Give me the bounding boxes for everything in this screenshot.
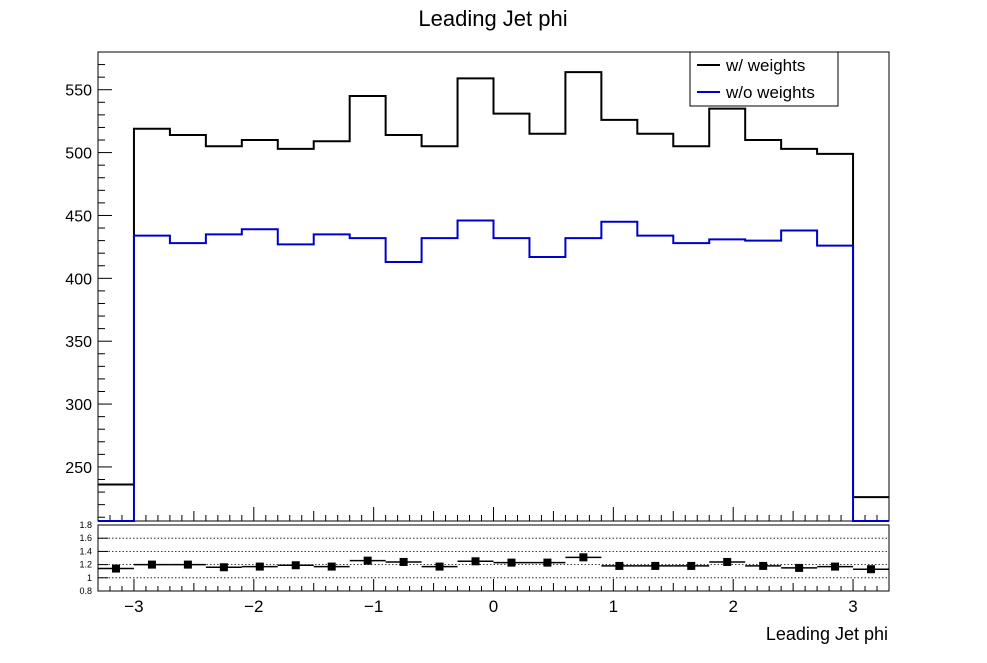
ratio-point bbox=[313, 562, 350, 571]
ratio-y-tick-label: 1.8 bbox=[79, 520, 92, 530]
ratio-marker bbox=[183, 560, 192, 569]
x-axis-label: Leading Jet phi bbox=[766, 624, 888, 644]
ratio-marker bbox=[435, 562, 444, 571]
ratio-marker bbox=[327, 562, 336, 571]
ratio-marker bbox=[111, 564, 120, 573]
x-tick-label: 1 bbox=[609, 597, 618, 616]
ratio-point bbox=[349, 556, 386, 565]
ratio-point bbox=[98, 564, 134, 573]
ratio-marker bbox=[363, 556, 372, 565]
ratio-marker bbox=[543, 558, 552, 567]
y-tick-label: 300 bbox=[65, 397, 92, 414]
ratio-y-tick-label: 1.6 bbox=[79, 533, 92, 543]
y-tick-label: 350 bbox=[65, 334, 92, 351]
ratio-marker bbox=[399, 557, 408, 566]
ratio-marker bbox=[795, 563, 804, 572]
ratio-marker bbox=[723, 557, 732, 566]
legend-label-weighted: w/ weights bbox=[725, 56, 805, 75]
ratio-x-axis: −3 −2 −1 0 1 2 3 bbox=[109, 579, 878, 616]
main-x-ticks bbox=[109, 507, 878, 521]
ratio-point bbox=[817, 562, 854, 571]
ratio-marker bbox=[867, 565, 876, 574]
ratio-point bbox=[601, 561, 638, 570]
ratio-y-axis: 0.8 1 1.2 1.4 1.6 1.8 bbox=[79, 520, 108, 596]
x-tick-label: 0 bbox=[489, 597, 498, 616]
legend-label-unweighted: w/o weights bbox=[725, 83, 815, 102]
legend: w/ weights w/o weights bbox=[689, 51, 839, 107]
y-tick-label: 400 bbox=[65, 271, 92, 288]
ratio-point bbox=[493, 558, 530, 567]
ratio-panel: 0.8 1 1.2 1.4 1.6 1.8 −3 −2 −1 0 1 2 3 bbox=[79, 520, 890, 616]
y-tick-label: 250 bbox=[65, 460, 92, 477]
series-unweighted-step bbox=[98, 219, 889, 522]
ratio-point bbox=[241, 562, 278, 571]
ratio-point bbox=[457, 557, 494, 566]
y-tick-label: 450 bbox=[65, 208, 92, 225]
ratio-marker bbox=[579, 553, 588, 562]
ratio-point bbox=[421, 562, 458, 571]
ratio-point bbox=[133, 560, 170, 569]
ratio-marker bbox=[831, 562, 840, 571]
ratio-y-tick-label: 1.4 bbox=[79, 546, 92, 556]
ratio-points-group bbox=[98, 553, 889, 574]
y-tick-label: 550 bbox=[65, 83, 92, 100]
ratio-y-tick-label: 1 bbox=[87, 573, 92, 583]
legend-box bbox=[689, 51, 839, 107]
main-histogram-panel: 250 300 350 400 450 500 550 bbox=[65, 51, 890, 522]
chart-title: Leading Jet phi bbox=[418, 6, 567, 31]
ratio-point bbox=[673, 561, 710, 570]
ratio-marker bbox=[759, 561, 768, 570]
ratio-y-tick-label: 1.2 bbox=[79, 560, 92, 570]
ratio-point bbox=[565, 553, 602, 562]
ratio-marker bbox=[291, 561, 300, 570]
y-tick-label: 500 bbox=[65, 146, 92, 163]
ratio-y-tick-label: 0.8 bbox=[79, 586, 92, 596]
ratio-point bbox=[385, 557, 422, 566]
x-tick-label: 2 bbox=[728, 597, 737, 616]
series-weighted-step bbox=[98, 71, 889, 499]
ratio-marker bbox=[651, 561, 660, 570]
x-tick-label: −3 bbox=[124, 597, 143, 616]
ratio-point bbox=[637, 561, 674, 570]
ratio-marker bbox=[471, 557, 480, 566]
ratio-marker bbox=[255, 562, 264, 571]
ratio-point bbox=[529, 558, 566, 567]
ratio-marker bbox=[615, 561, 624, 570]
ratio-point bbox=[853, 565, 889, 574]
main-y-axis: 250 300 350 400 450 500 550 bbox=[65, 64, 112, 518]
ratio-marker bbox=[507, 558, 516, 567]
main-series-group bbox=[98, 71, 889, 522]
ratio-point bbox=[709, 557, 746, 566]
x-tick-label: −1 bbox=[364, 597, 383, 616]
x-tick-label: 3 bbox=[848, 597, 857, 616]
ratio-gridlines bbox=[98, 537, 889, 579]
x-tick-label: −2 bbox=[244, 597, 263, 616]
ratio-marker bbox=[687, 561, 696, 570]
ratio-point bbox=[781, 563, 818, 572]
ratio-marker bbox=[147, 560, 156, 569]
ratio-point bbox=[277, 561, 314, 570]
ratio-point bbox=[745, 561, 782, 570]
ratio-marker bbox=[219, 563, 228, 572]
ratio-point bbox=[169, 560, 206, 569]
ratio-point bbox=[205, 563, 242, 572]
